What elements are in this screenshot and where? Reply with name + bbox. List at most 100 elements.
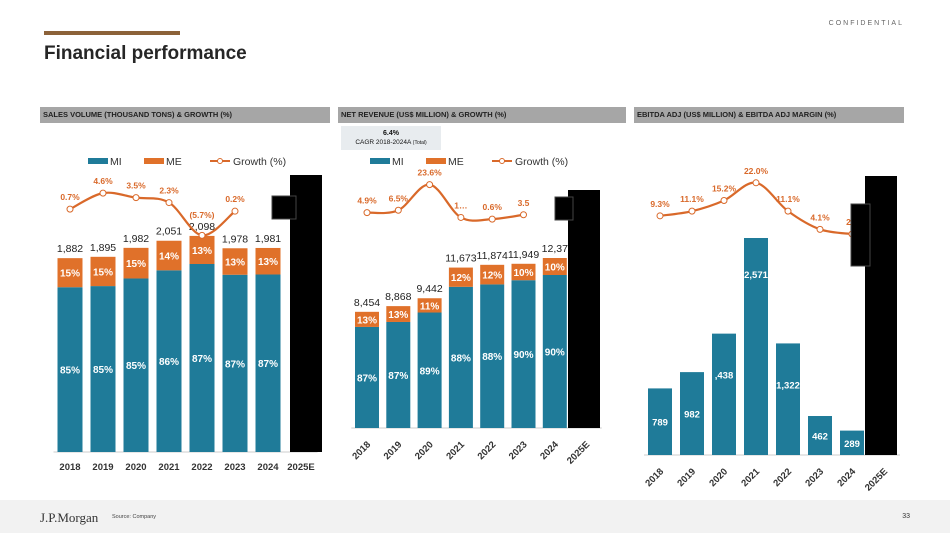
bar-me — [480, 264, 505, 285]
bar-value-label: 982 — [684, 410, 700, 421]
jpmorgan-logo: J.P.Morgan — [40, 510, 99, 525]
bar-me — [123, 247, 149, 279]
growth-marker — [198, 231, 206, 239]
growth-label: 6.5% — [389, 193, 409, 203]
bar-me — [417, 298, 442, 313]
legend-mi-label: MI — [110, 156, 122, 168]
x-tick-label: 2018 — [643, 466, 666, 489]
bar-value-label: 789 — [652, 418, 668, 429]
growth-label: 15.2% — [712, 183, 737, 193]
bar-ebitda — [648, 388, 672, 455]
chart-header-sales-volume: SALES VOLUME (THOUSAND TONS) & GROWTH (%… — [40, 107, 330, 123]
chart-header-ebitda: EBITDA ADJ (US$ MILLION) & EBITDA ADJ MA… — [634, 107, 904, 123]
growth-marker — [394, 206, 402, 214]
redaction-box-2025e — [568, 190, 600, 428]
bar-total-label: 8,454 — [354, 297, 380, 309]
bar-me — [386, 306, 411, 322]
bar-total-label: 1,895 — [90, 242, 116, 254]
x-tick-label: 2023 — [507, 439, 530, 462]
legend-mi-swatch — [370, 158, 390, 164]
x-tick-label: 2024 — [538, 439, 561, 462]
x-tick-label: 2022 — [771, 466, 794, 489]
bar-mi-share-label: 89% — [420, 366, 440, 377]
x-tick-label: 2019 — [675, 466, 698, 489]
legend-growth-label: Growth (%) — [515, 156, 568, 168]
bar-value-label: 289 — [844, 439, 860, 450]
x-tick-label: 2021 — [739, 466, 762, 489]
bar-total-label: 1,978 — [222, 233, 248, 245]
chart-header-net-revenue: NET REVENUE (US$ MILLION) & GROWTH (%) — [338, 107, 626, 123]
growth-marker — [656, 212, 664, 220]
growth-marker — [752, 179, 760, 187]
cagr-value: 6.4% — [383, 130, 399, 137]
growth-label: 23.6% — [418, 168, 443, 178]
bar-mi-share-label: 88% — [482, 352, 502, 363]
bar-ebitda — [776, 343, 800, 455]
growth-label: 0.2% — [225, 194, 245, 204]
bar-ebitda — [744, 238, 768, 455]
bar-mi-share-label: 87% — [225, 359, 245, 370]
x-tick-label: 2021 — [444, 439, 467, 462]
bar-me-share-label: 13% — [258, 257, 278, 268]
x-tick-label: 2025E — [565, 439, 592, 466]
x-tick-label: 2025E — [287, 462, 314, 473]
confidential-label: CONFIDENTIAL — [828, 20, 904, 27]
bar-total-label: 1,981 — [255, 233, 281, 245]
legend-me-label: ME — [448, 156, 464, 168]
bar-ebitda — [808, 416, 832, 455]
legend-growth-marker — [217, 158, 223, 164]
bar-me — [448, 267, 473, 287]
x-tick-label: 2024 — [835, 466, 858, 489]
legend-mi-label: MI — [392, 156, 404, 168]
redaction-box-label — [850, 203, 871, 267]
growth-marker — [99, 189, 107, 197]
bar-me — [511, 263, 536, 281]
bar-total-label: 11,949 — [508, 249, 539, 261]
bar-mi — [90, 286, 116, 452]
bar-me — [189, 235, 215, 264]
bar-mi — [123, 278, 149, 452]
growth-line — [659, 181, 853, 236]
bar-me-share-label: 12% — [451, 273, 471, 284]
bar-total-label: 11,874 — [477, 250, 508, 262]
legend-me-swatch — [144, 158, 164, 164]
bar-ebitda — [840, 430, 864, 455]
growth-label: 2.3% — [159, 186, 179, 196]
growth-marker — [165, 199, 173, 207]
redaction-box-2025e — [290, 175, 322, 452]
bar-me — [255, 247, 281, 275]
bar-mi — [448, 286, 473, 428]
growth-label: 4.6% — [93, 176, 113, 186]
x-tick-label: 2023 — [803, 466, 826, 489]
bar-total-label: 8,868 — [385, 291, 411, 303]
x-tick-label: 2024 — [257, 462, 279, 473]
bar-me-share-label: 14% — [159, 252, 179, 263]
bar-me — [156, 240, 182, 271]
bar-value-label: 462 — [812, 432, 828, 443]
x-tick-label: 2023 — [224, 462, 245, 473]
growth-label: 0.6% — [483, 202, 503, 212]
growth-marker — [688, 207, 696, 215]
cagr-label: CAGR 2018-2024A — [355, 139, 411, 146]
growth-marker — [231, 207, 239, 215]
bar-mi-share-label: 87% — [192, 354, 212, 365]
bar-mi — [542, 275, 567, 428]
x-tick-label: 2021 — [158, 462, 180, 473]
bar-mi-share-label: 87% — [388, 371, 408, 382]
growth-label: 9.3% — [650, 199, 670, 209]
bar-ebitda — [712, 333, 736, 455]
bar-total-label: 2,098 — [189, 221, 215, 233]
bar-mi-share-label: 85% — [126, 361, 146, 372]
growth-marker — [426, 181, 434, 189]
footer-bar — [0, 500, 950, 533]
legend-mi-swatch — [88, 158, 108, 164]
growth-marker — [363, 209, 371, 217]
legend-growth-label: Growth (%) — [233, 156, 286, 168]
page-title: Financial performance — [44, 43, 247, 64]
bar-mi-share-label: 90% — [513, 350, 533, 361]
bar-me-share-label: 15% — [126, 259, 146, 270]
x-tick-label: 2022 — [191, 462, 212, 473]
page-number: 33 — [902, 513, 910, 520]
x-tick-label: 2019 — [92, 462, 113, 473]
bar-me — [355, 311, 379, 327]
